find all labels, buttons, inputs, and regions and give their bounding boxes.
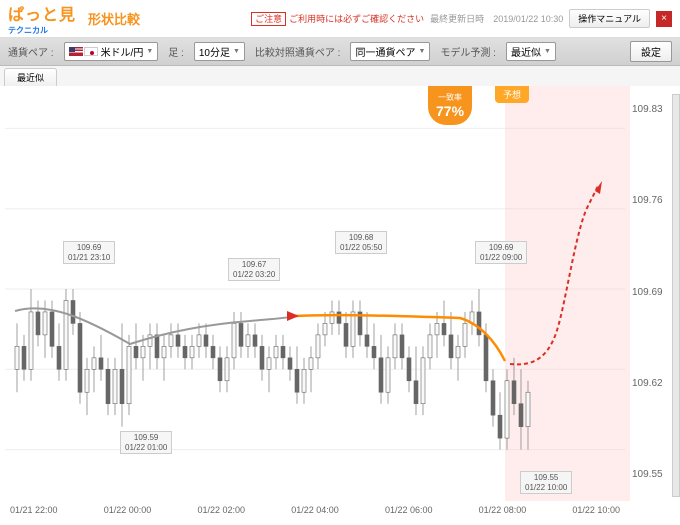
price-tooltip: 109.6901/22 09:00 (475, 241, 527, 264)
toolbar: 通貨ペア : 米ドル/円▼ 足 : 10分足▼ 比較対照通貨ペア : 同一通貨ペ… (0, 38, 680, 66)
price-tooltip: 109.6801/22 05:50 (335, 231, 387, 254)
x-tick-label: 01/22 10:00 (572, 505, 620, 525)
scrollbar-y[interactable] (672, 94, 680, 497)
foot-label: 足 : (168, 44, 184, 59)
y-tick-label: 109.76 (632, 195, 670, 206)
price-tooltip: 109.6701/22 03:20 (228, 258, 280, 281)
notice-label[interactable]: ご注意ご利用時には必ずご確認ください (251, 12, 424, 25)
tab-recent[interactable]: 最近似 (4, 68, 57, 86)
caret-icon: ▼ (544, 48, 551, 55)
tabbar: 最近似 (0, 66, 680, 86)
x-tick-label: 01/22 00:00 (104, 505, 152, 525)
caret-icon: ▼ (233, 48, 240, 55)
chart-area[interactable]: 109.83 109.76 109.69 109.62 109.55 01/21 22:… (0, 86, 680, 525)
logo-main: ぱっと見 (8, 1, 76, 25)
y-tick-label: 109.62 (632, 378, 670, 389)
manual-button[interactable]: 操作マニュアル (569, 9, 650, 28)
compare-label: 比較対照通貨ペア : (255, 44, 341, 59)
x-tick-label: 01/22 04:00 (291, 505, 339, 525)
compare-select[interactable]: 同一通貨ペア▼ (350, 42, 430, 61)
pair-label: 通貨ペア : (8, 44, 54, 59)
x-tick-label: 01/22 02:00 (197, 505, 245, 525)
caret-icon: ▼ (146, 48, 153, 55)
header: ぱっと見 テクニカル 形状比較 ご注意ご利用時には必ずご確認ください 最終更新日… (0, 0, 680, 38)
chart-canvas (0, 86, 630, 501)
flag-us-icon (69, 47, 83, 56)
price-tooltip: 109.6901/21 23:10 (63, 241, 115, 264)
flag-jp-icon (84, 47, 98, 56)
y-tick-label: 109.55 (632, 469, 670, 480)
forecast-label: 予想 (495, 86, 529, 103)
x-tick-label: 01/22 08:00 (479, 505, 527, 525)
update-time: 最終更新日時 2019/01/22 10:30 (430, 12, 563, 25)
pair-select[interactable]: 米ドル/円▼ (64, 42, 159, 61)
y-tick-label: 109.69 (632, 287, 670, 298)
match-badge: 一致率77% (428, 86, 472, 125)
model-label: モデル予測 : (440, 44, 496, 59)
logo-title: 形状比較 (88, 9, 140, 28)
caret-icon: ▼ (418, 48, 425, 55)
x-tick-label: 01/21 22:00 (10, 505, 58, 525)
logo-area: ぱっと見 テクニカル 形状比較 (8, 1, 140, 36)
foot-select[interactable]: 10分足▼ (194, 42, 245, 61)
price-tooltip: 109.5901/22 01:00 (120, 431, 172, 454)
logo-sub: テクニカル (8, 25, 76, 36)
close-button[interactable]: × (656, 11, 672, 27)
model-select[interactable]: 最近似▼ (506, 42, 556, 61)
price-tooltip: 109.5501/22 10:00 (520, 471, 572, 494)
y-tick-label: 109.83 (632, 104, 670, 115)
x-axis: 01/21 22:00 01/22 00:00 01/22 02:00 01/22 0… (0, 500, 630, 525)
y-axis: 109.83 109.76 109.69 109.62 109.55 (632, 86, 670, 500)
settings-button[interactable]: 設定 (630, 41, 672, 62)
x-tick-label: 01/22 06:00 (385, 505, 433, 525)
